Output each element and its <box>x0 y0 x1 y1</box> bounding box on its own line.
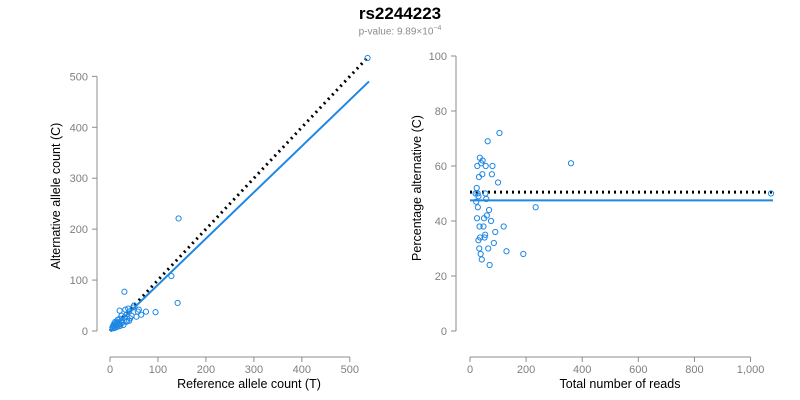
x-tick-label: 1,000 <box>737 364 765 376</box>
y-tick-label: 80 <box>435 106 447 118</box>
data-point <box>484 138 491 145</box>
x-tick-label: 0 <box>467 364 473 376</box>
y-tick-label: 500 <box>70 71 88 83</box>
y-tick-label: 40 <box>435 216 447 228</box>
data-point <box>116 307 123 314</box>
data-point <box>480 215 488 222</box>
p-value-text: p-value: 9.89×10 <box>358 26 434 38</box>
data-point <box>479 171 486 178</box>
data-point <box>364 54 371 62</box>
x-tick-label: 300 <box>245 364 263 376</box>
x-tick-label: 200 <box>517 364 535 376</box>
data-point <box>109 324 116 331</box>
data-point <box>487 217 495 225</box>
data-point <box>500 223 507 230</box>
data-point <box>485 245 492 252</box>
p-value-label: p-value: 9.89×10−4 <box>0 25 800 37</box>
y-tick-label: 200 <box>70 224 88 236</box>
data-point <box>476 245 483 252</box>
data-point <box>472 190 479 197</box>
data-point <box>482 190 489 197</box>
x-tick-label: 200 <box>197 364 215 376</box>
data-point <box>503 248 510 255</box>
expected-ratio-line <box>108 54 371 333</box>
data-point <box>473 198 480 205</box>
data-point <box>478 256 485 263</box>
percentage-alternative-panel: 0 200 400 600 800 1,000 0 20 40 60 80 100 Total numb… <box>410 51 775 391</box>
data-point <box>475 237 482 244</box>
x-tick-label: 400 <box>573 364 591 376</box>
data-point <box>168 272 175 280</box>
x-tick-label: 400 <box>293 364 311 376</box>
data-point <box>474 162 481 170</box>
data-point <box>767 190 775 197</box>
p-value-exponent: −4 <box>433 25 442 32</box>
data-point <box>490 239 497 247</box>
data-point <box>475 173 483 181</box>
data-point <box>520 250 527 258</box>
data-point <box>134 308 141 315</box>
y-tick-label: 400 <box>70 122 88 134</box>
fitted-regression-line <box>109 80 370 332</box>
x-axis-title: Reference allele count (T) <box>177 377 321 391</box>
y-tick-label: 300 <box>70 173 88 185</box>
data-point <box>473 184 480 192</box>
data-point <box>126 317 133 324</box>
x-tick-label: 100 <box>149 364 167 376</box>
y-axis-title: Percentage alternative (C) <box>410 115 424 261</box>
y-tick-label: 20 <box>435 271 447 283</box>
y-tick-label: 100 <box>429 51 447 63</box>
data-point <box>482 231 489 238</box>
data-point <box>482 162 489 170</box>
data-point <box>489 162 496 170</box>
data-point <box>567 160 575 167</box>
data-point <box>121 288 128 295</box>
data-point <box>476 154 483 161</box>
x-tick-label: 500 <box>341 364 359 376</box>
data-point <box>480 223 487 230</box>
data-point <box>174 299 181 307</box>
data-point <box>481 234 488 241</box>
x-tick-label: 600 <box>629 364 647 376</box>
y-tick-label: 60 <box>435 161 447 173</box>
x-tick-label: 0 <box>107 364 113 376</box>
data-point <box>492 228 499 236</box>
data-point <box>474 204 481 211</box>
data-point <box>175 215 182 222</box>
x-axis-title: Total number of reads <box>560 377 681 391</box>
y-tick-label: 100 <box>70 275 88 287</box>
y-tick-label: 0 <box>82 326 88 338</box>
chart-title: rs2244223 <box>358 4 442 23</box>
data-point <box>142 308 150 315</box>
data-point <box>488 171 495 178</box>
data-point <box>125 305 132 312</box>
data-point <box>532 204 539 211</box>
data-point <box>496 129 503 137</box>
data-point <box>494 179 502 186</box>
data-point <box>473 215 481 222</box>
x-tick-label: 800 <box>685 364 703 376</box>
y-tick-label: 0 <box>441 326 447 338</box>
data-point <box>485 206 493 214</box>
data-point <box>123 311 130 318</box>
data-point <box>476 223 483 230</box>
allele-count-scatter-panel: 0 100 200 300 400 500 0 100 200 300 400 500 Referenc… <box>49 54 371 391</box>
data-point <box>486 261 493 269</box>
data-point <box>477 250 484 258</box>
y-axis-title: Alternative allele count (C) <box>49 123 63 270</box>
data-point <box>152 309 159 316</box>
